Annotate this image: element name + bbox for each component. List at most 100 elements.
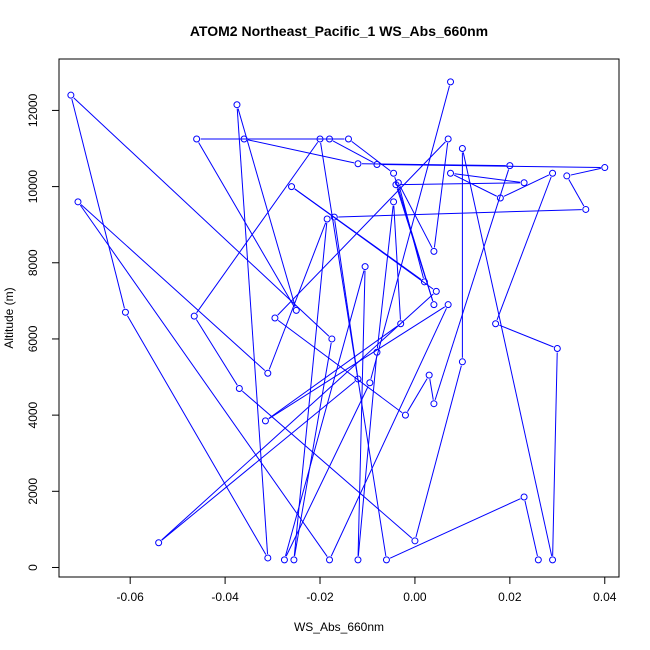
- plot-area: [67, 78, 609, 564]
- series-line-segment: [357, 270, 366, 556]
- series-line-segment: [399, 182, 521, 186]
- series-line-segment: [454, 173, 521, 183]
- data-point: [506, 162, 514, 170]
- data-point: [190, 312, 198, 320]
- series-line-segment: [407, 378, 428, 412]
- series-line-segment: [198, 142, 295, 308]
- data-point: [361, 263, 369, 271]
- data-point: [444, 301, 452, 309]
- series-line-segment: [338, 209, 582, 218]
- data-point: [430, 400, 438, 408]
- data-point: [280, 556, 288, 564]
- data-point: [397, 320, 405, 328]
- y-axis-label: Altitude (m): [2, 287, 16, 348]
- data-point: [264, 554, 272, 562]
- series-line-segment: [496, 176, 552, 321]
- data-point: [458, 358, 466, 366]
- series-line-segment: [499, 324, 554, 348]
- data-point: [492, 320, 500, 328]
- series-line-segment: [161, 381, 356, 541]
- data-point: [420, 278, 428, 286]
- y-tick-label: 6000: [26, 325, 40, 352]
- data-point: [121, 308, 129, 316]
- x-tick-label: -0.02: [306, 590, 334, 604]
- data-point: [520, 179, 528, 187]
- data-point: [67, 91, 75, 99]
- y-tick-label: 4000: [26, 401, 40, 428]
- series-line-segment: [277, 319, 403, 414]
- data-point: [328, 335, 336, 343]
- data-point: [344, 135, 352, 143]
- series-line-segment: [351, 141, 391, 172]
- data-point: [354, 556, 362, 564]
- series-line-segment: [524, 500, 538, 557]
- data-point: [326, 135, 334, 143]
- data-point: [264, 369, 272, 377]
- data-point: [534, 556, 542, 564]
- data-point: [563, 172, 571, 180]
- data-point: [444, 135, 452, 143]
- x-axis-label: WS_Abs_660nm: [294, 620, 384, 634]
- data-point: [233, 101, 241, 109]
- series-line-segment: [247, 139, 355, 164]
- data-point: [549, 556, 557, 564]
- data-point: [373, 348, 381, 356]
- data-point: [271, 314, 279, 322]
- series-line-segment: [127, 315, 267, 555]
- series-line-segment: [242, 390, 413, 539]
- data-point: [553, 344, 561, 352]
- data-point: [382, 556, 390, 564]
- series-line-segment: [568, 179, 585, 207]
- series-line-segment: [376, 205, 394, 349]
- series-line-segment: [361, 163, 506, 167]
- y-tick-label: 8000: [26, 249, 40, 276]
- data-point: [425, 371, 433, 379]
- series-line-segment: [552, 352, 558, 556]
- series-line-segment: [195, 319, 238, 386]
- data-point: [193, 135, 201, 143]
- data-point: [582, 205, 590, 213]
- data-point: [354, 375, 362, 383]
- data-point: [155, 539, 163, 547]
- series-line-segment: [370, 85, 450, 380]
- x-tick-label: -0.06: [117, 590, 145, 604]
- series-line-segment: [429, 378, 434, 400]
- series-line-segment: [161, 293, 434, 541]
- series-line-segment: [237, 108, 296, 307]
- data-point: [261, 417, 269, 425]
- series-line-segment: [357, 356, 378, 556]
- series-line-segment: [294, 342, 332, 557]
- data-point: [458, 145, 466, 153]
- series-line-segment: [196, 141, 319, 314]
- y-tick-label: 12000: [26, 93, 40, 127]
- series-line-segment: [453, 174, 497, 197]
- series-line-segment: [330, 308, 447, 557]
- series-line-segment: [236, 108, 269, 554]
- series-line-segment: [73, 97, 330, 337]
- data-point: [520, 493, 528, 501]
- y-tick-label: 2000: [26, 478, 40, 505]
- data-point: [430, 247, 438, 255]
- data-point: [373, 161, 381, 169]
- x-tick-label: 0.00: [403, 590, 427, 604]
- series-line-segment: [434, 169, 510, 401]
- data-point: [496, 194, 504, 202]
- series-line-segment: [277, 141, 446, 316]
- series-line-segment: [294, 188, 422, 280]
- data-point: [401, 411, 409, 419]
- series-line-segment: [268, 325, 398, 419]
- series-line-segment: [293, 222, 328, 556]
- series-line-segment: [71, 98, 125, 309]
- series-line-segment: [415, 365, 462, 538]
- data-point: [392, 181, 400, 189]
- data-point: [447, 78, 455, 86]
- data-point: [292, 306, 300, 314]
- series-line-segment: [268, 222, 327, 370]
- data-point: [316, 135, 324, 143]
- data-point: [290, 556, 298, 564]
- series-line-segment: [320, 142, 387, 556]
- series-line-segment: [332, 140, 374, 164]
- data-point: [235, 384, 243, 392]
